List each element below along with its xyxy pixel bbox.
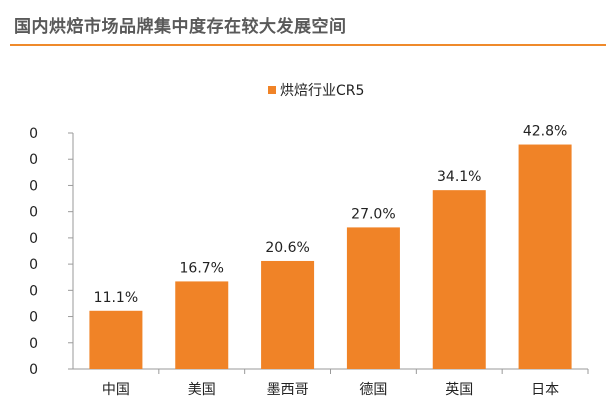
y-tick-label: 0 <box>29 178 38 194</box>
axes <box>72 133 588 370</box>
y-tick-label: 0 <box>29 362 38 378</box>
category-label: 墨西哥 <box>267 382 309 398</box>
bar-0 <box>89 310 143 369</box>
value-label: 11.1% <box>94 290 138 306</box>
bars <box>89 144 572 369</box>
bar-4 <box>432 190 486 369</box>
category-label: 中国 <box>102 382 130 398</box>
y-tick-label: 0 <box>29 152 38 168</box>
category-label: 德国 <box>359 382 387 398</box>
y-tick-label: 0 <box>29 283 38 299</box>
y-tick-label: 0 <box>29 336 38 352</box>
y-tick-label: 0 <box>29 205 38 221</box>
legend-swatch <box>268 86 276 94</box>
bar-2 <box>261 260 315 369</box>
title-underline <box>10 44 606 46</box>
value-label: 16.7% <box>180 260 224 276</box>
bar-3 <box>346 227 400 369</box>
value-label: 20.6% <box>265 240 309 256</box>
legend-label: 烘焙行业CR5 <box>280 83 364 99</box>
y-tick-label: 0 <box>29 126 38 142</box>
y-tick-label: 0 <box>29 231 38 247</box>
legend: 烘焙行业CR5 <box>268 83 364 99</box>
bar-5 <box>518 144 572 369</box>
category-label: 日本 <box>531 382 559 398</box>
bar-1 <box>175 281 229 369</box>
value-label: 27.0% <box>351 206 395 222</box>
category-label: 英国 <box>445 381 473 398</box>
category-label: 美国 <box>188 382 216 398</box>
y-tick-label: 0 <box>29 310 38 326</box>
value-labels: 11.1% 16.7% 20.6% 27.0% 34.1% 42.8% <box>94 124 568 306</box>
y-tick-label: 0 <box>29 257 38 273</box>
value-label: 34.1% <box>437 169 481 185</box>
y-axis-ticks: 0 0 0 0 0 0 0 0 0 0 <box>29 126 73 378</box>
category-labels: 中国 美国 墨西哥 德国 英国 日本 <box>102 369 589 398</box>
value-label: 42.8% <box>523 124 567 140</box>
chart-title: 国内烘焙市场品牌集中度存在较大发展空间 <box>14 17 347 37</box>
